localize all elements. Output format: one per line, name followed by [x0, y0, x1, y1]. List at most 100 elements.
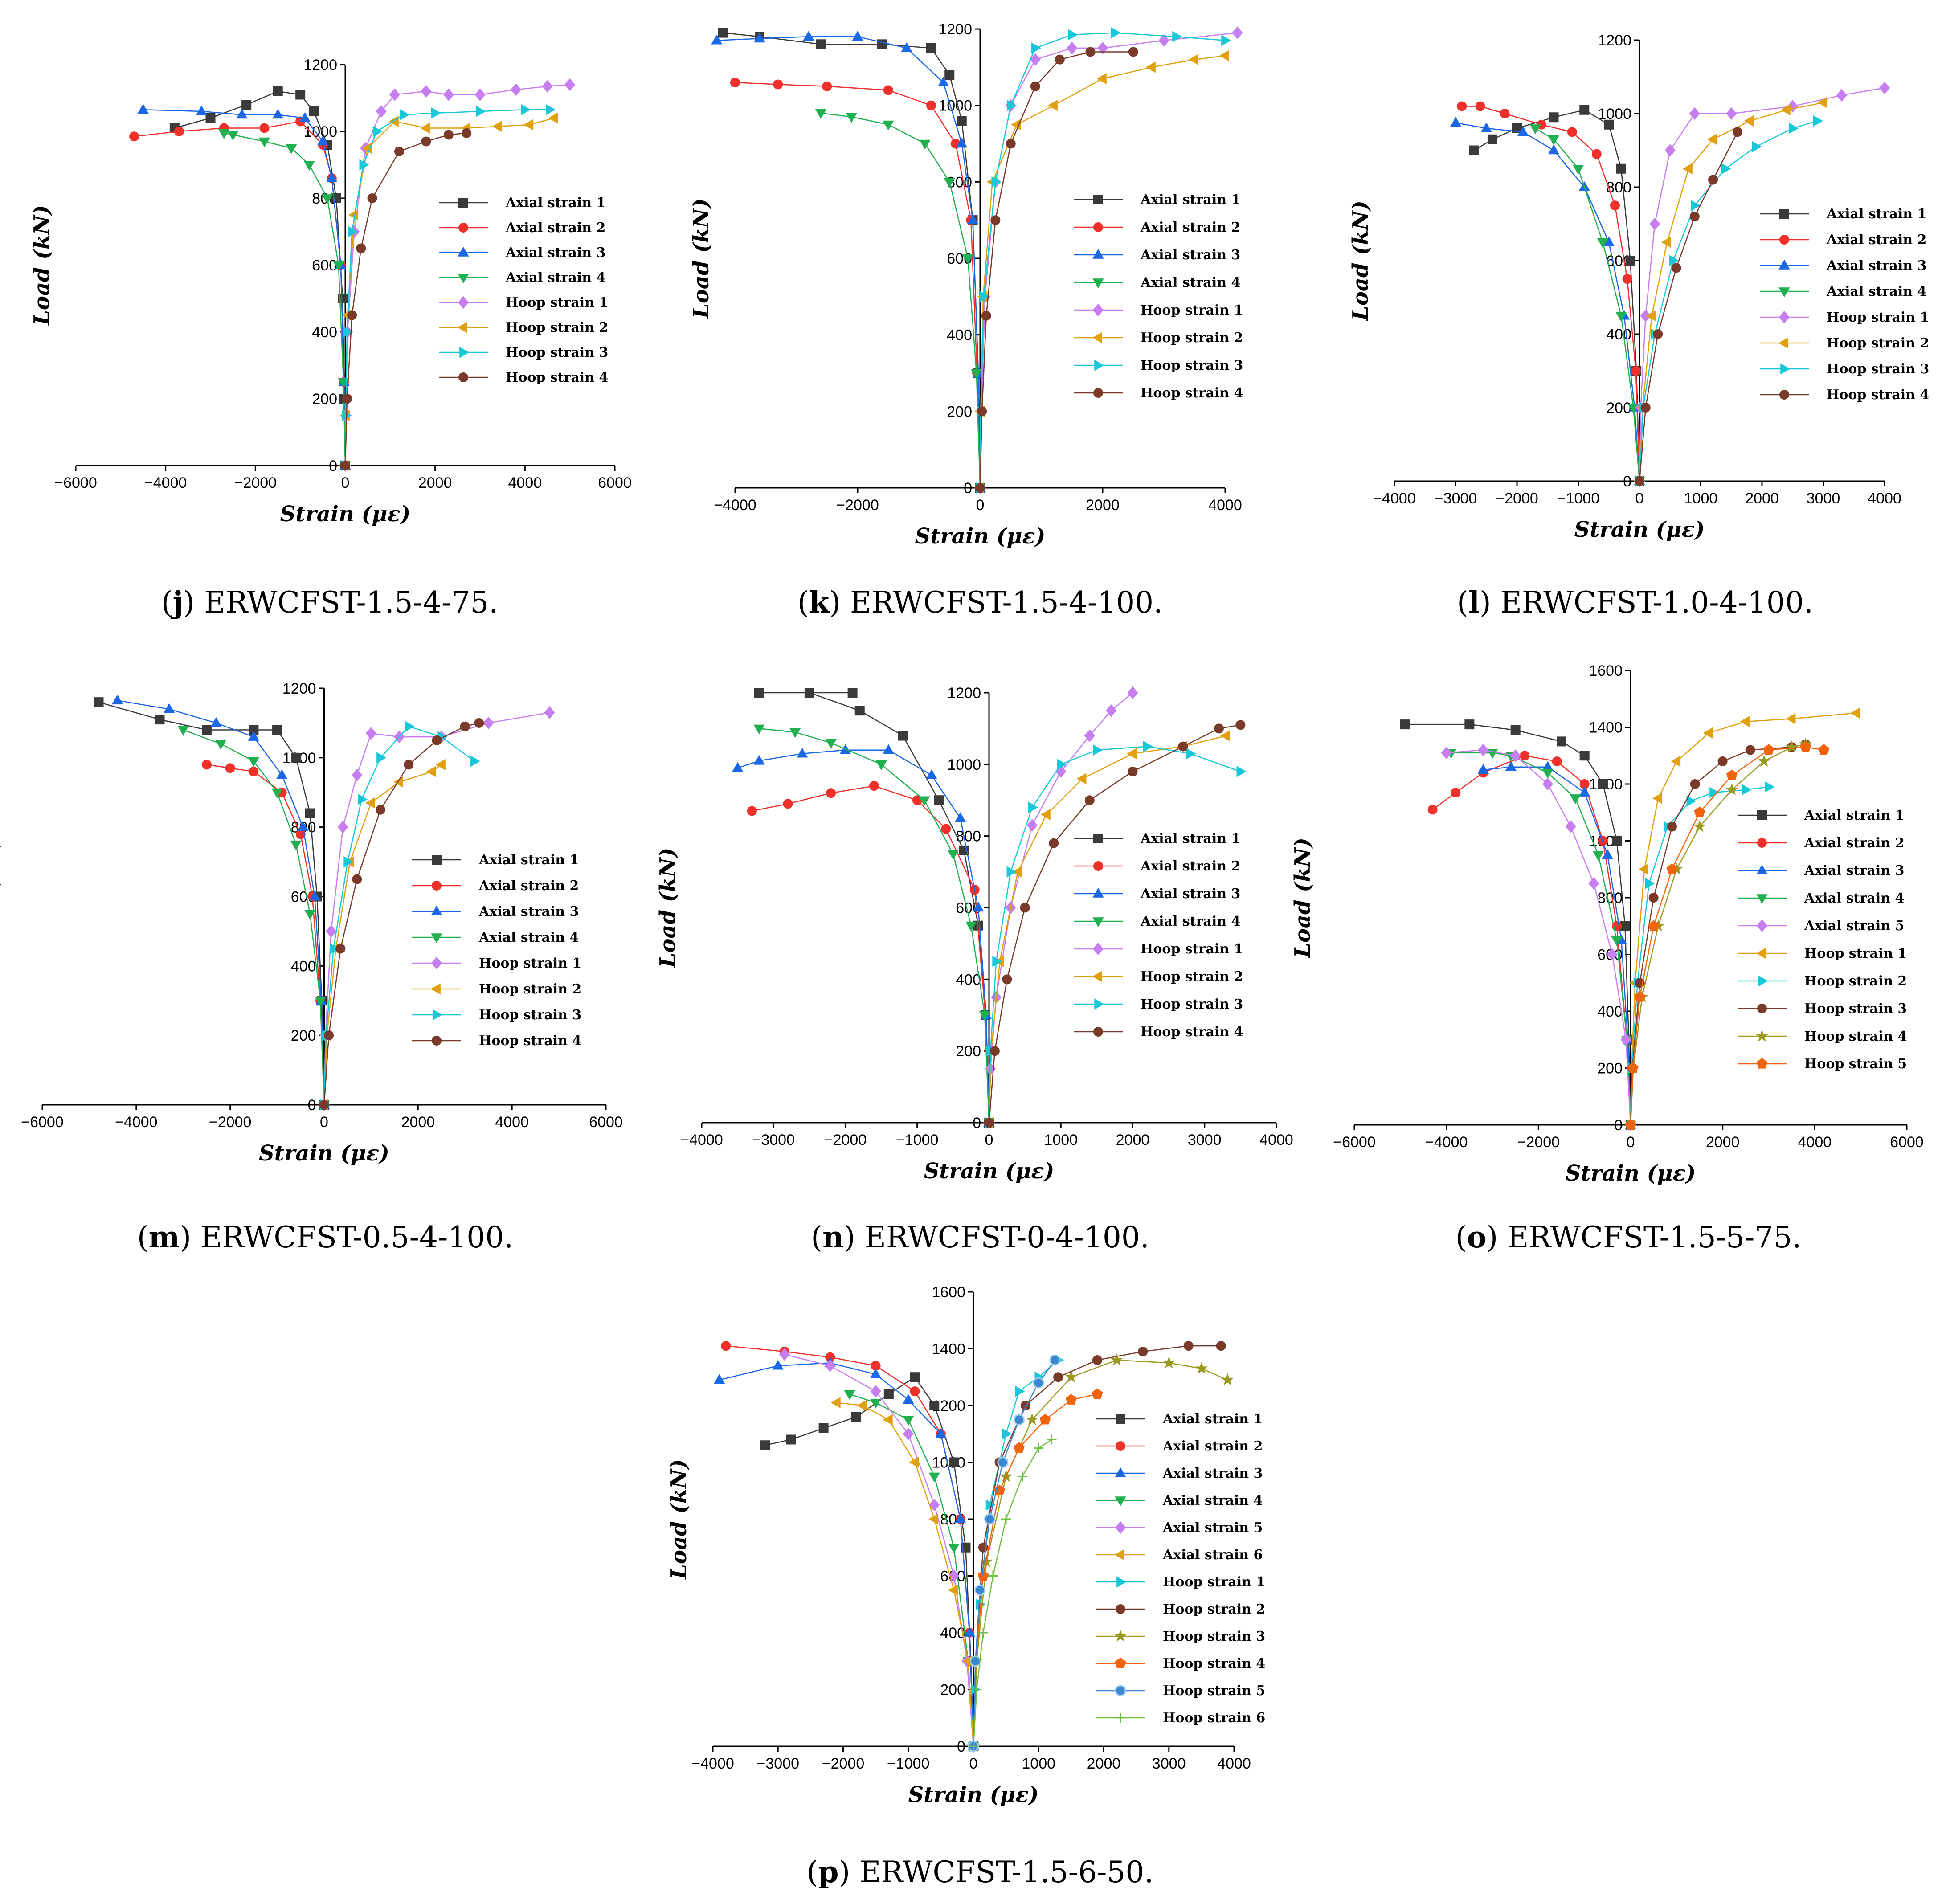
series-line [973, 1439, 1052, 1747]
caption-paren: ( [1455, 1220, 1467, 1254]
legend-entry-label: Axial strain 4 [1804, 891, 1904, 906]
x-tick-label: 4000 [1798, 1134, 1832, 1151]
data-point [521, 104, 531, 115]
x-tick-label: 0 [985, 1132, 993, 1148]
legend-entry-label: Axial strain 6 [1162, 1547, 1263, 1563]
y-tick-label: 0 [957, 1738, 965, 1755]
data-point [989, 1046, 1000, 1056]
data-point [830, 1397, 841, 1409]
legend-entry-label: Hoop strain 2 [1141, 330, 1243, 346]
legend-entry-label: Hoop strain 1 [1141, 302, 1243, 318]
series-axial-strain-2 [129, 116, 350, 470]
legend-entry-label: Hoop strain 4 [1141, 1024, 1243, 1040]
data-point [1221, 35, 1231, 46]
legend-marker [432, 1036, 442, 1046]
data-point [1693, 820, 1706, 832]
y-tick-label: 0 [1614, 1117, 1623, 1134]
data-point [324, 1030, 334, 1041]
caption-paren: ) [180, 1220, 191, 1254]
x-tick-label: −3000 [1435, 490, 1477, 507]
y-tick-label: 1600 [1589, 662, 1623, 679]
legend-entry-label: Axial strain 4 [478, 930, 579, 945]
data-point [977, 406, 987, 417]
data-point [789, 728, 801, 738]
legend-marker [1114, 1630, 1127, 1642]
caption-letter: m [149, 1220, 180, 1254]
data-point [1097, 41, 1108, 55]
legend-marker [1115, 1467, 1126, 1477]
data-point [1477, 764, 1489, 774]
data-point [227, 131, 239, 141]
data-point [1611, 936, 1623, 946]
legend-entry-label: Axial strain 2 [1804, 835, 1904, 851]
data-point [1096, 73, 1107, 85]
data-point [248, 757, 260, 767]
x-tick-label: −4000 [1425, 1134, 1468, 1151]
legend-marker [433, 1009, 443, 1021]
data-point [297, 821, 309, 831]
legend-marker [431, 933, 442, 944]
caption-paren: ) [844, 1220, 855, 1254]
data-point [1579, 751, 1590, 761]
data-point [1033, 1377, 1044, 1389]
data-point [721, 1341, 731, 1351]
legend-marker [458, 372, 468, 382]
y-tick-label: 200 [291, 1027, 316, 1044]
x-tick-label: −6000 [21, 1114, 64, 1131]
data-point [1726, 769, 1738, 780]
legend-entry-label: Hoop strain 1 [506, 295, 608, 311]
data-point [935, 1428, 947, 1438]
data-point [803, 30, 814, 41]
series-line [784, 1354, 974, 1747]
series-line [183, 729, 325, 1105]
data-point [304, 910, 316, 920]
data-point [1645, 878, 1655, 889]
data-point [753, 724, 765, 735]
data-point [163, 703, 175, 713]
series-axial-strain-4 [753, 724, 995, 1129]
data-point [1053, 1372, 1063, 1382]
legend-entry-label: Axial strain 2 [1140, 220, 1240, 235]
data-point [1232, 26, 1243, 39]
legend-marker [1092, 942, 1104, 956]
data-point [1817, 97, 1827, 108]
y-tick-label: 400 [947, 327, 972, 344]
data-point [426, 766, 436, 777]
series-line [143, 109, 346, 466]
series-line [988, 724, 1241, 1123]
chart-panel-j: −6000−4000−20000200040006000020040060080… [29, 57, 632, 620]
data-point [857, 1400, 867, 1411]
data-point [948, 1584, 958, 1596]
data-point [435, 759, 446, 771]
data-point [971, 369, 982, 379]
legend-entry-label: Hoop strain 1 [1141, 941, 1243, 957]
data-point [1128, 47, 1138, 57]
panel-caption: (j) ERWCFST-1.5-4-75. [161, 585, 498, 620]
data-point [1216, 1341, 1226, 1351]
x-axis-label: Strain (με) [1574, 517, 1705, 542]
x-tick-label: 2000 [401, 1114, 435, 1131]
y-tick-label: 400 [312, 324, 337, 341]
legend-marker [1778, 259, 1790, 270]
y-tick-label: 1200 [303, 57, 337, 74]
data-point [883, 120, 894, 131]
y-tick-label: 200 [956, 1043, 981, 1060]
y-tick-label: 600 [312, 257, 337, 274]
legend-marker [1093, 195, 1103, 204]
series-line [344, 109, 550, 466]
data-point [1517, 126, 1529, 136]
y-axis-label: Load (kN) [689, 198, 714, 319]
legend-marker [459, 347, 470, 358]
data-point [276, 769, 288, 779]
y-axis-label: Load (kN) [1348, 200, 1373, 322]
data-point [786, 1434, 796, 1445]
data-point [352, 874, 362, 884]
legend-entry-label: Axial strain 3 [1140, 886, 1240, 902]
data-point [299, 112, 311, 122]
y-tick-label: 1200 [282, 680, 316, 697]
data-point [928, 1513, 939, 1525]
series-hoop-strain-2 [1627, 781, 1775, 1131]
caption-paren: ) [1486, 1220, 1498, 1254]
legend-entry-label: Axial strain 2 [1826, 232, 1926, 248]
x-tick-label: 2000 [1087, 1755, 1121, 1772]
